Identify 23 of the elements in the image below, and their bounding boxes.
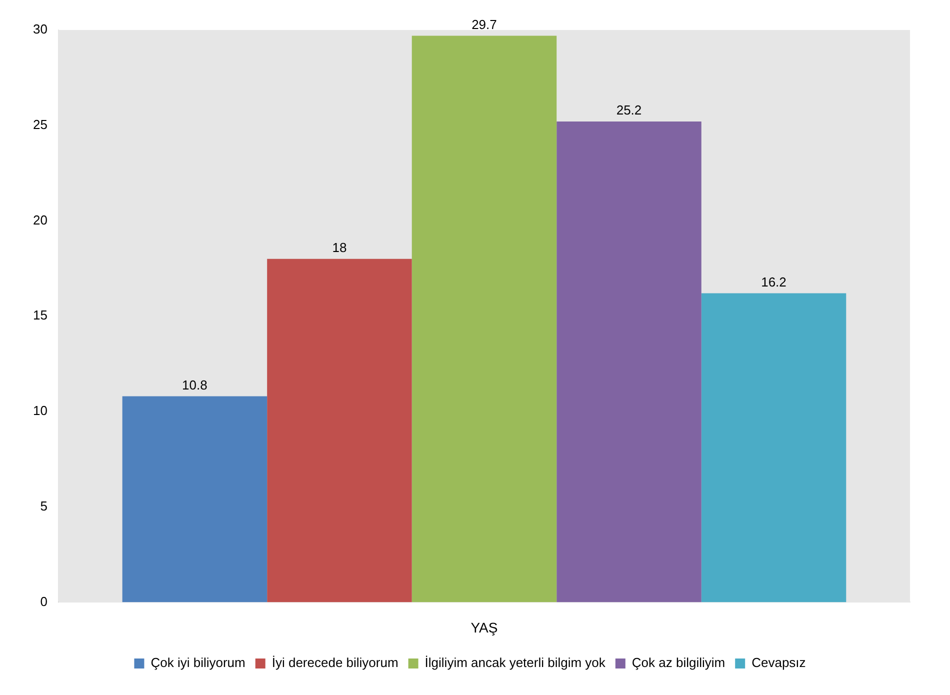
- y-tick-label: 30: [32, 22, 48, 37]
- legend-label: Çok az bilgiliyim: [632, 655, 726, 670]
- y-tick-label: 20: [32, 212, 48, 228]
- data-label: 10.8: [182, 377, 208, 392]
- legend-label: Cevapsız: [752, 655, 806, 670]
- y-tick-label: 0: [40, 594, 48, 609]
- y-tick-label: 10: [32, 403, 48, 418]
- bar: [122, 396, 268, 602]
- y-tick-label: 5: [40, 498, 48, 514]
- legend-label: İyi derecede biliyorum: [272, 655, 398, 670]
- data-label: 29.7: [472, 16, 497, 32]
- y-tick-label: 25: [32, 116, 48, 132]
- legend-label: Çok iyi biliyorum: [150, 655, 246, 670]
- data-label: 25.2: [616, 102, 642, 118]
- legend-label: İlgiliyim ancak yeterli bilgim yok: [424, 655, 606, 670]
- bar: [267, 258, 412, 602]
- bar: [556, 122, 702, 602]
- bar: [701, 293, 846, 602]
- y-tick-label: 15: [32, 308, 48, 323]
- data-label: 16.2: [761, 274, 786, 290]
- bar: [412, 36, 557, 602]
- x-tick-label: YAŞ: [470, 619, 498, 636]
- data-label: 18: [332, 240, 347, 255]
